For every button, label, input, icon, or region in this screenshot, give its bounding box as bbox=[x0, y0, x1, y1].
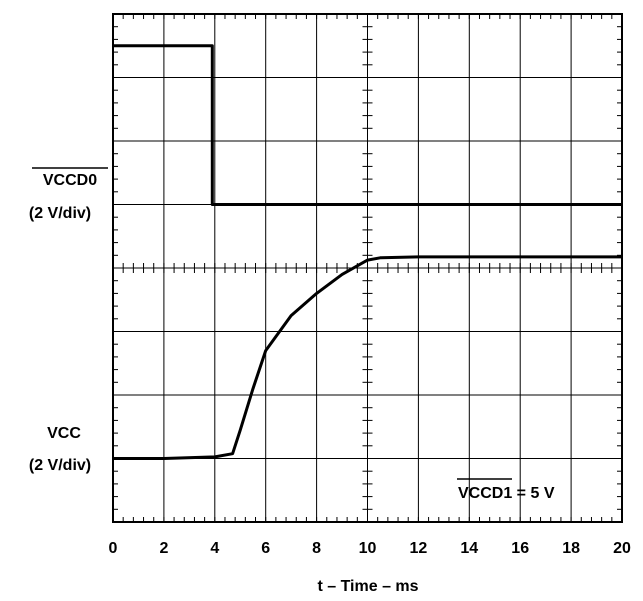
x-axis-title: t – Time – ms bbox=[317, 578, 418, 595]
annotation-rest: = 5 V bbox=[512, 485, 555, 502]
channel-1-scale: (2 V/div) bbox=[29, 205, 91, 222]
x-tick-label: 4 bbox=[210, 540, 219, 557]
x-tick-label: 10 bbox=[359, 540, 377, 557]
x-tick-label: 18 bbox=[562, 540, 580, 557]
x-tick-label: 20 bbox=[613, 540, 631, 557]
x-tick-label: 0 bbox=[109, 540, 118, 557]
x-tick-label: 14 bbox=[460, 540, 478, 557]
x-tick-label: 12 bbox=[410, 540, 428, 557]
x-tick-label: 6 bbox=[261, 540, 270, 557]
plot-frame bbox=[112, 13, 623, 523]
x-tick-label: 8 bbox=[312, 540, 321, 557]
trace-vccd0 bbox=[113, 44, 622, 206]
channel-2-label: VCC bbox=[47, 425, 81, 442]
trace-layer bbox=[113, 44, 622, 460]
x-tick-label: 16 bbox=[511, 540, 529, 557]
x-tick-labels: 0 2 4 6 8 10 12 14 16 18 20 bbox=[109, 540, 631, 557]
channel-2-scale: (2 V/div) bbox=[29, 457, 91, 474]
x-tick-label: 2 bbox=[159, 540, 168, 557]
annotation-text: VCCD1 = 5 V bbox=[458, 485, 555, 502]
trace-vcc bbox=[113, 255, 622, 460]
channel-1-label: VCCD0 bbox=[43, 172, 97, 189]
annotation-overline-part: VCCD1 bbox=[458, 485, 512, 502]
